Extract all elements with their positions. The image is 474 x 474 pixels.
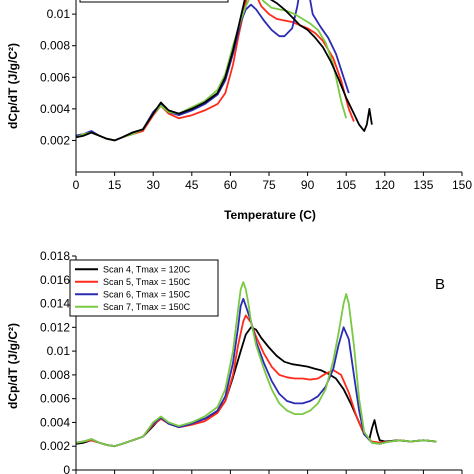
y-tick-label: 0.004 [40, 102, 70, 116]
y-tick-label: 0.018 [40, 249, 70, 263]
x-tick-label: 75 [262, 178, 276, 192]
series-line-unnamed-0 [76, 0, 355, 142]
panel-b-axes: 0 0.002 0.004 0.006 0.008 0.01 0.012 0.014 0.016… [40, 249, 463, 474]
y-tick-label: 0.01 [47, 344, 71, 358]
x-tick-label: 120 [375, 178, 395, 192]
x-tick-label: 15 [108, 178, 122, 192]
y-tick-label: 0.004 [40, 415, 70, 429]
legend-entry: Scan 4, Tmax = 120C [103, 264, 191, 274]
x-tick-label: 150 [452, 178, 472, 192]
panel-a-y-axis-label: dCp/dT (J/g/C²) [6, 43, 20, 129]
panel-a-series [76, 0, 373, 142]
legend-entry: Scan 6, Tmax = 150C [103, 289, 191, 299]
series-line-scan-6 [76, 297, 437, 448]
x-tick-label: 90 [301, 178, 315, 192]
y-tick-label: 0.006 [40, 392, 70, 406]
y-tick-label: 0.012 [40, 320, 70, 334]
series-line-scan-5 [76, 314, 437, 448]
panel-b-letter: B [435, 276, 445, 293]
x-tick-label: 45 [185, 178, 199, 192]
panel-a-legend: Scan 3, Tmax = 110CScan 4, Tmax = 120C [79, 0, 229, 3]
y-tick-label: 0.014 [40, 297, 70, 311]
panel-b-legend: Scan 4, Tmax = 120C Scan 5, Tmax = 150C Sc… [69, 259, 219, 317]
y-tick-label: 0.002 [40, 439, 70, 453]
panel-b-series [76, 281, 437, 448]
y-tick-label: 0.01 [47, 7, 71, 21]
series-line-unnamed-1 [76, 0, 350, 142]
panel-a-axes: 0.0020.0040.0060.0080.010.01201530456075… [40, 0, 472, 192]
legend-box [79, 0, 229, 3]
x-tick-label: 60 [224, 178, 238, 192]
panel-a-x-axis-label: Temperature (C) [224, 208, 316, 222]
y-tick-label: 0.016 [40, 273, 70, 287]
x-tick-label: 105 [336, 178, 356, 192]
y-tick-label: 0.006 [40, 70, 70, 84]
x-tick-label: 0 [73, 178, 80, 192]
series-line-scan-7 [76, 281, 437, 448]
panel-b-y-axis-label: dCp/dT (J/g/C²) [6, 323, 20, 409]
legend-entry: Scan 7, Tmax = 150C [103, 302, 191, 312]
y-tick-label: 0.008 [40, 368, 70, 382]
x-tick-label: 135 [413, 178, 433, 192]
panel-a: 0.0020.0040.0060.0080.010.01201530456075… [6, 0, 472, 222]
panel-b: 0 0.002 0.004 0.006 0.008 0.01 0.012 0.014 0.016… [6, 249, 463, 474]
y-tick-label: 0.002 [40, 133, 70, 147]
legend-entry: Scan 5, Tmax = 150C [103, 277, 191, 287]
series-line-scan-4 [76, 0, 373, 142]
x-tick-label: 30 [147, 178, 161, 192]
series-line-scan-3 [76, 0, 348, 142]
y-tick-label: 0.008 [40, 39, 70, 53]
y-tick-label: 0 [63, 463, 70, 474]
